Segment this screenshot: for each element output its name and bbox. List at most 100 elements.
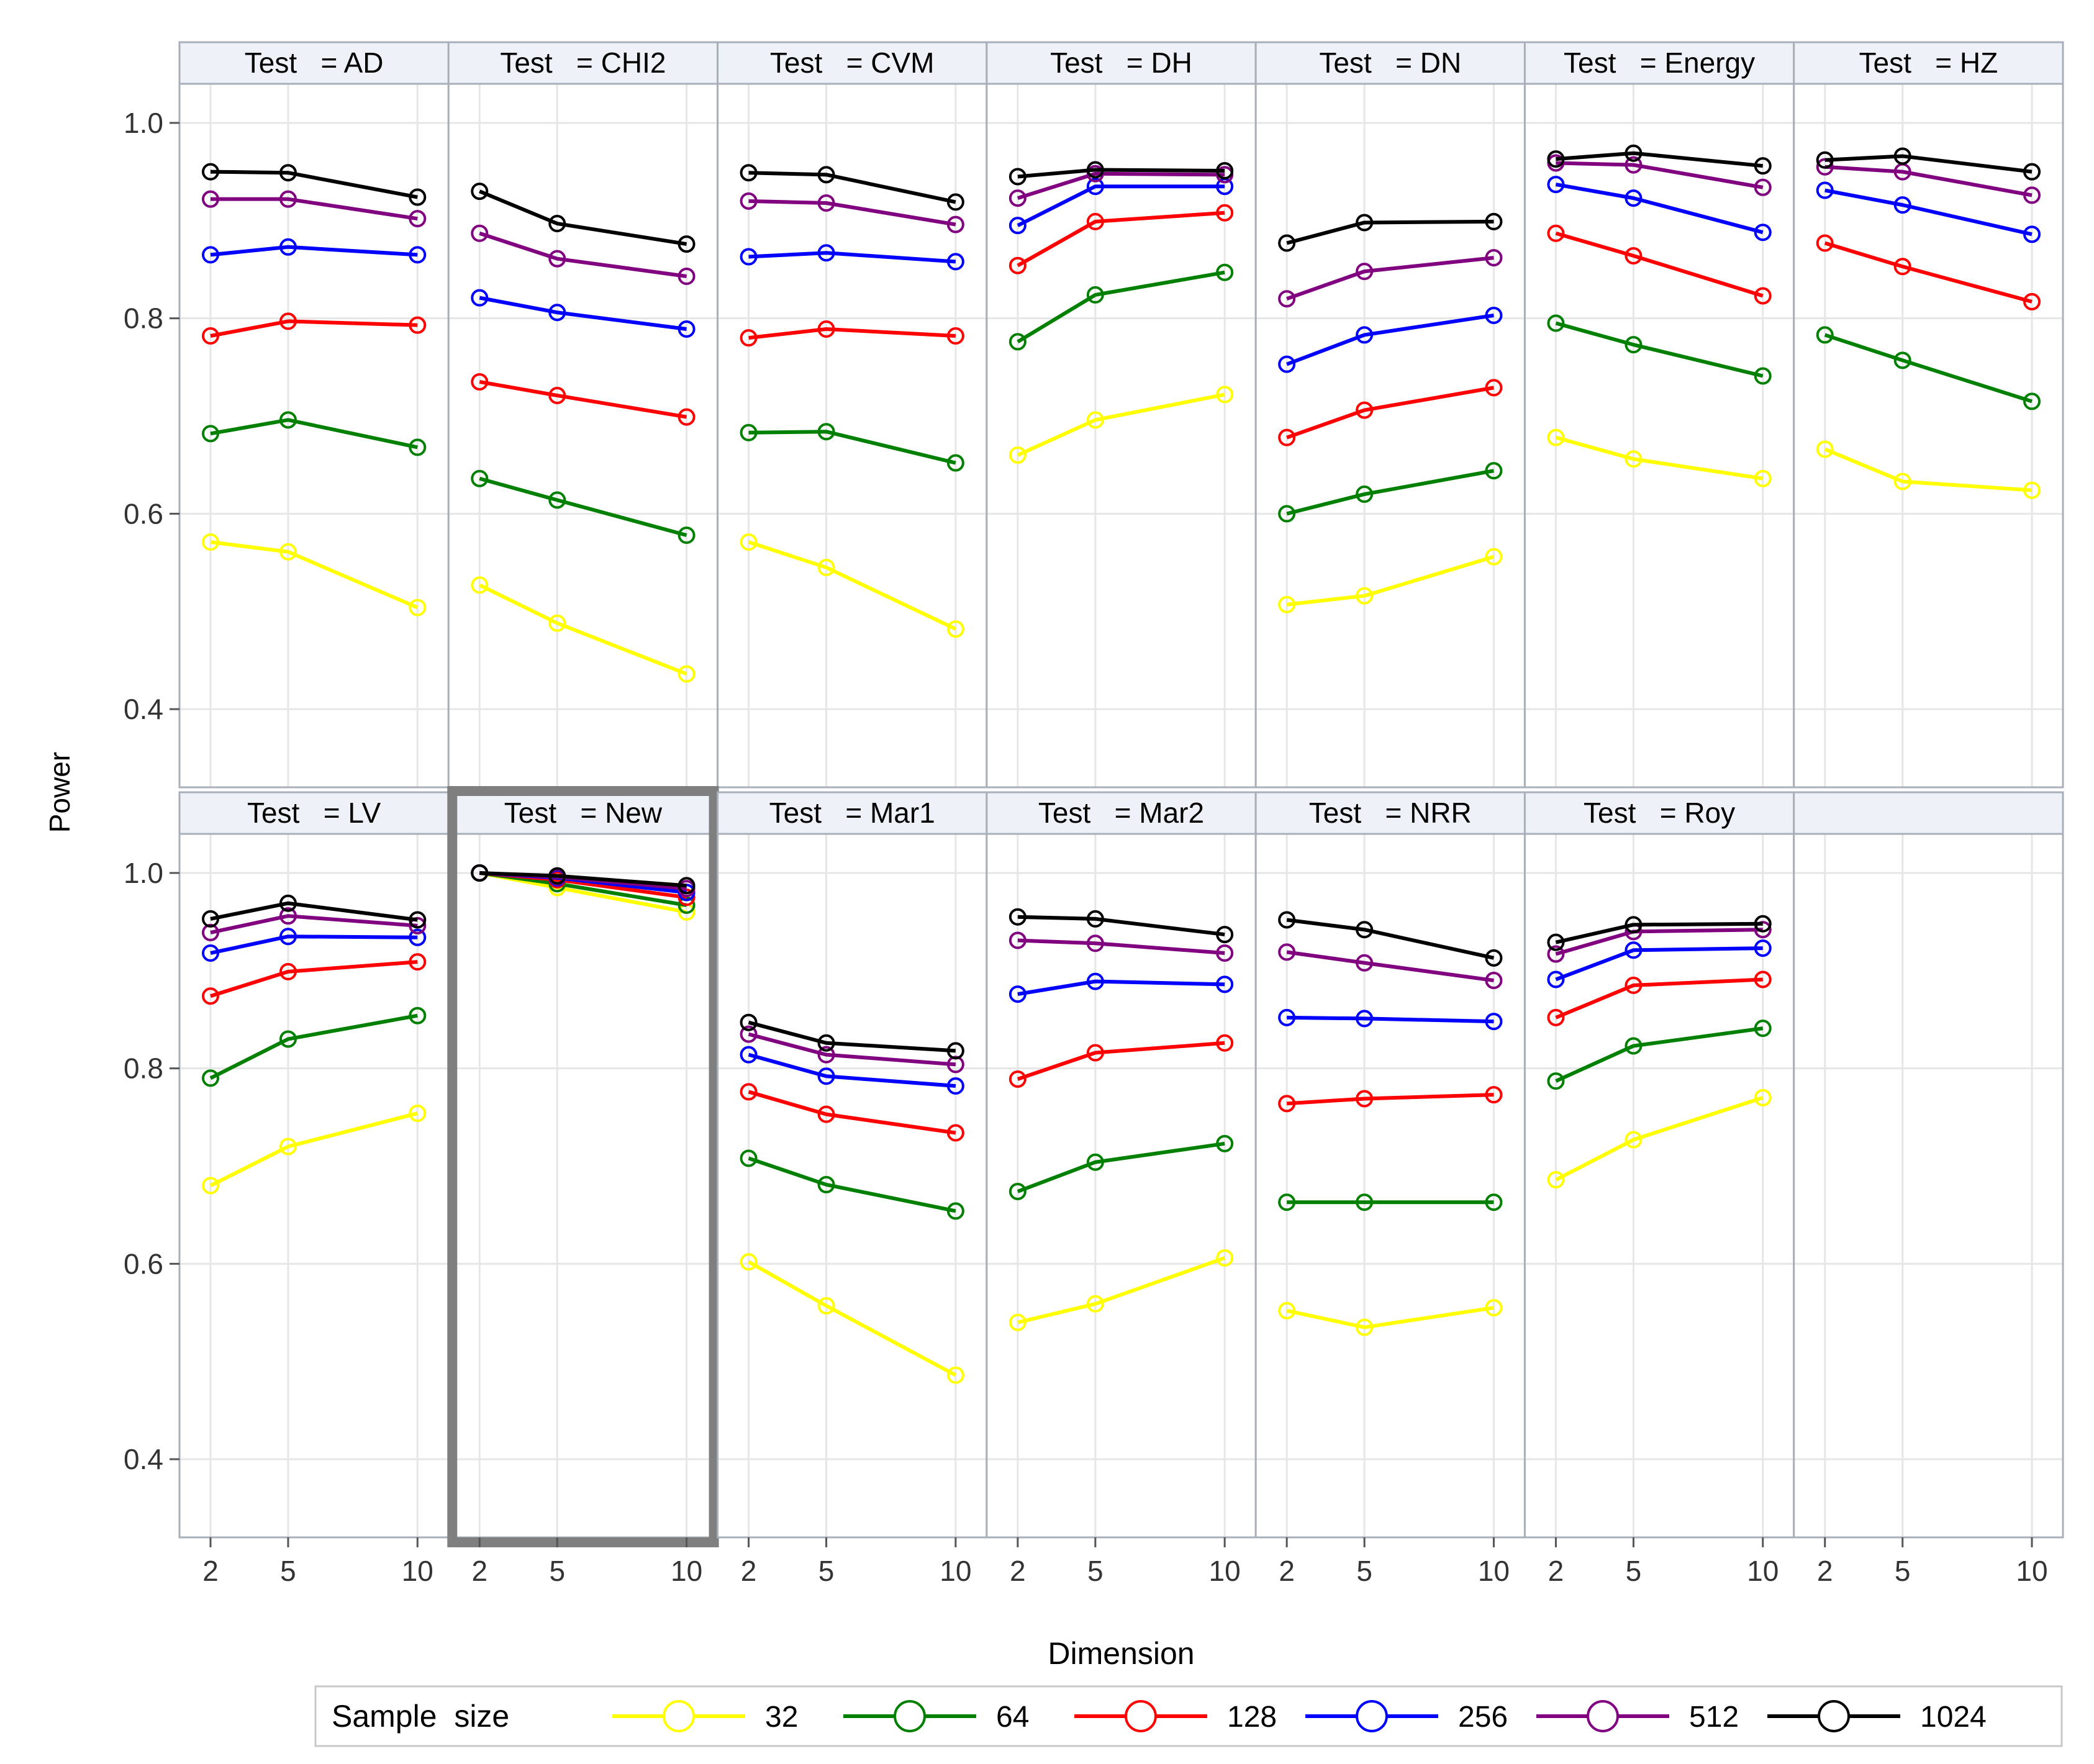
data-point-512	[409, 210, 427, 228]
data-point-64	[1754, 367, 1772, 385]
data-point-128	[201, 987, 219, 1005]
panel: Test = NRR	[1254, 791, 1526, 1539]
series-line-64	[1555, 321, 1764, 378]
series-line-1024	[1017, 915, 1225, 937]
series-line-128	[1286, 386, 1494, 440]
data-point-128	[1816, 234, 1834, 252]
series-line-512	[210, 914, 418, 934]
data-point-128	[2023, 292, 2041, 310]
data-point-128	[678, 408, 696, 426]
legend-marker-128	[1125, 1700, 1157, 1732]
data-point-32	[740, 1253, 758, 1271]
data-point-512	[1008, 189, 1027, 207]
series-line-1024	[748, 1020, 956, 1053]
legend-marker-256	[1356, 1700, 1388, 1732]
panel-strip	[986, 791, 1257, 835]
y-axis-label: Power	[43, 752, 76, 833]
data-point-64	[946, 454, 964, 472]
data-point-1024	[817, 166, 835, 184]
y-tick-label: 0.6	[124, 1247, 163, 1280]
data-point-32	[1216, 386, 1234, 404]
panel-strip-label: Test = Mar1	[769, 797, 935, 829]
data-point-128	[1086, 212, 1104, 230]
panel-strip-label: Test = NRR	[1309, 797, 1472, 829]
series-line-1024	[1286, 918, 1495, 960]
series-line-256	[1017, 184, 1225, 227]
panel-background	[179, 84, 449, 787]
panel-background	[1793, 84, 2063, 787]
panel-strip-label: Test = LV	[247, 797, 381, 829]
series-line-1024	[1556, 151, 1764, 168]
data-point-128	[1547, 224, 1565, 242]
legend-title: Sample size	[332, 1699, 509, 1734]
series-line-1024	[479, 871, 687, 888]
data-point-512	[1216, 944, 1234, 962]
data-point-128	[1625, 976, 1643, 994]
data-point-1024	[1485, 212, 1503, 230]
x-tick-label: 5	[818, 1555, 835, 1587]
panel: Test = Roy	[1523, 791, 1795, 1539]
data-point-64	[1893, 351, 1911, 369]
data-point-64	[1216, 263, 1234, 281]
data-point-32	[1485, 1299, 1503, 1317]
series-line-512	[1824, 165, 2033, 197]
data-point-32	[946, 1366, 964, 1384]
data-point-1024	[740, 164, 758, 182]
series-line-256	[1824, 188, 2033, 237]
x-tick-label: 10	[2016, 1555, 2047, 1587]
data-point-128	[409, 953, 427, 971]
data-point-1024	[201, 163, 219, 181]
series-line-1024	[748, 171, 956, 204]
data-point-32	[678, 665, 696, 683]
x-tick-label: 5	[1895, 1555, 1911, 1587]
series-line-64	[1017, 270, 1225, 344]
series-line-512	[1286, 256, 1494, 301]
data-point-32	[1625, 1131, 1643, 1149]
series-line-256	[479, 296, 687, 331]
panel-border	[1793, 83, 2064, 789]
panel: Test = Mar1	[717, 791, 988, 1539]
series-line-64	[748, 430, 956, 465]
x-tick-label: 10	[940, 1555, 971, 1587]
x-tick-label: 2	[471, 1555, 487, 1587]
data-point-512	[1754, 921, 1772, 939]
data-point-32	[817, 558, 835, 576]
data-point-256	[1086, 972, 1104, 990]
data-point-32	[471, 576, 489, 594]
y-tick-label: 0.8	[124, 302, 163, 335]
panel-background	[448, 834, 718, 1537]
data-point-512	[1485, 972, 1503, 990]
panel-background	[1256, 84, 1525, 787]
data-point-64	[409, 438, 427, 456]
panel: Test = LV	[178, 791, 450, 1539]
data-point-1024	[946, 193, 964, 211]
data-point-1024	[2023, 163, 2041, 181]
series-line-512	[1017, 171, 1225, 200]
data-point-128	[1754, 970, 1772, 988]
panels-layer: Test = AD Test = CHI2 Test = CVM Test = DH T…	[178, 41, 2064, 1547]
data-point-32	[1008, 446, 1027, 464]
highlight-box	[447, 786, 719, 1547]
series-line-32	[1017, 1256, 1226, 1324]
data-point-64	[2023, 392, 2041, 410]
series-line-128	[748, 327, 956, 340]
data-point-512	[740, 1025, 758, 1043]
data-point-32	[1278, 595, 1296, 613]
series-line-1024	[1555, 921, 1763, 944]
data-point-1024	[1547, 933, 1565, 951]
x-axis-label: Dimension	[1048, 1636, 1194, 1671]
series-line-32	[1555, 1096, 1764, 1182]
data-point-64	[678, 896, 696, 914]
data-point-256	[1625, 941, 1643, 959]
data-point-128	[1547, 1008, 1565, 1026]
legend-label-1024: 1024	[1920, 1701, 1987, 1734]
data-point-256	[409, 246, 427, 264]
series-line-512	[1017, 938, 1225, 955]
data-point-64	[1625, 1037, 1643, 1055]
data-point-64	[740, 423, 758, 441]
data-point-64	[740, 1149, 758, 1167]
data-point-128	[1216, 204, 1234, 222]
series-line-64	[1286, 469, 1494, 516]
data-point-1024	[471, 864, 489, 882]
